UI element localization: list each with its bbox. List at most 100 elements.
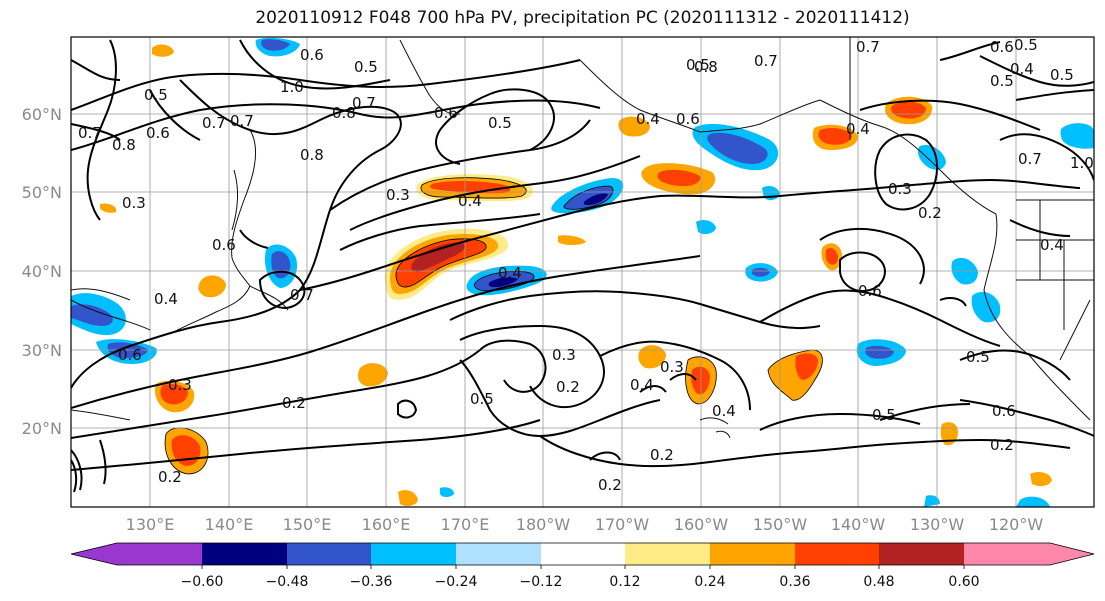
contour-label: 0.7 bbox=[290, 286, 314, 304]
contour-label: 0.2 bbox=[990, 436, 1014, 454]
colorbar-cell bbox=[117, 543, 202, 565]
contour-label: 0.3 bbox=[168, 376, 192, 394]
contour-label: 0.2 bbox=[556, 378, 580, 396]
lon-label: 120°W bbox=[989, 515, 1044, 534]
colorbar: −0.60 −0.48 −0.36 −0.24 −0.12 0.12 0.24 … bbox=[70, 542, 1095, 590]
colorbar-tick: −0.36 bbox=[350, 574, 393, 590]
precip-fills bbox=[71, 37, 1094, 507]
contour-label: 0.6 bbox=[992, 402, 1016, 420]
contour-label: 0.5 bbox=[354, 58, 378, 76]
contour-label: 0.5 bbox=[1050, 66, 1074, 84]
lon-label: 150°W bbox=[753, 515, 808, 534]
lon-label: 130°W bbox=[910, 515, 965, 534]
contour-label: 0.6 bbox=[146, 124, 170, 142]
lon-label: 170°E bbox=[441, 515, 490, 534]
contour-label: 0.6 bbox=[990, 38, 1014, 56]
contour-label: 0.7 bbox=[1018, 150, 1042, 168]
contour-label: 0.2 bbox=[650, 446, 674, 464]
colorbar-tick: 0.60 bbox=[948, 574, 979, 590]
lat-label: 20°N bbox=[22, 419, 62, 438]
map-content bbox=[71, 37, 1094, 507]
colorbar-tick: −0.24 bbox=[435, 574, 478, 590]
colorbar-left-arrow bbox=[71, 543, 117, 565]
contour-label: 0.4 bbox=[630, 376, 654, 394]
contour-label: 0.5 bbox=[470, 390, 494, 408]
contour-label: 0.3 bbox=[386, 186, 410, 204]
map-frame bbox=[70, 36, 1095, 508]
colorbar-cell bbox=[202, 543, 287, 565]
contour-label: 0.4 bbox=[846, 120, 870, 138]
contour-label: 0.6 bbox=[300, 46, 324, 64]
contour-label: 0.5 bbox=[686, 56, 710, 74]
colorbar-tick: −0.48 bbox=[266, 574, 309, 590]
contour-label: 0.3 bbox=[122, 194, 146, 212]
lat-label: 60°N bbox=[22, 105, 62, 124]
contour-label: 0.2 bbox=[282, 394, 306, 412]
contour-label: 0.4 bbox=[636, 110, 660, 128]
contour-label: 0.2 bbox=[598, 476, 622, 494]
lon-label: 140°W bbox=[831, 515, 886, 534]
contour-label: 0.5 bbox=[1014, 36, 1038, 54]
contour-label: 0.3 bbox=[660, 358, 684, 376]
contour-label: 0.8 bbox=[112, 136, 136, 154]
contour-label: 0.4 bbox=[154, 290, 178, 308]
contour-label: 0.4 bbox=[458, 192, 482, 210]
colorbar-tick: 0.36 bbox=[779, 574, 810, 590]
colorbar-cell bbox=[371, 543, 456, 565]
contour-label: 0.6 bbox=[858, 282, 882, 300]
contour-label: 0.7 bbox=[352, 94, 376, 112]
contour-label: 0.4 bbox=[1040, 236, 1064, 254]
precip-outlines bbox=[164, 177, 823, 475]
contour-label: 0.7 bbox=[754, 52, 778, 70]
colorbar-cell bbox=[710, 543, 795, 565]
colorbar-tick: 0.24 bbox=[694, 574, 725, 590]
contour-label: 0.5 bbox=[488, 114, 512, 132]
pv-contours bbox=[71, 39, 1094, 493]
contour-label: 0.6 bbox=[118, 346, 142, 364]
lon-label: 160°E bbox=[362, 515, 411, 534]
lat-label: 40°N bbox=[22, 262, 62, 281]
coastlines bbox=[71, 37, 1094, 439]
contour-label: 0.5 bbox=[990, 72, 1014, 90]
colorbar-tick: 0.48 bbox=[863, 574, 894, 590]
latitude-labels: 60°N 50°N 40°N 30°N 20°N bbox=[22, 105, 62, 438]
contour-label: 0.7 bbox=[856, 38, 880, 56]
contour-label: 0.5 bbox=[144, 86, 168, 104]
lon-label: 130°E bbox=[126, 515, 175, 534]
lat-label: 30°N bbox=[22, 341, 62, 360]
contour-label: 0.4 bbox=[498, 264, 522, 282]
contour-label: 0.7 bbox=[78, 124, 102, 142]
contour-label: 0.8 bbox=[300, 146, 324, 164]
contour-label: 0.5 bbox=[966, 348, 990, 366]
lon-label: 150°E bbox=[283, 515, 332, 534]
contour-label: 0.4 bbox=[1010, 60, 1034, 78]
lon-label: 140°E bbox=[205, 515, 254, 534]
lat-label: 50°N bbox=[22, 183, 62, 202]
colorbar-tick: 0.12 bbox=[609, 574, 640, 590]
contour-label: 0.7 bbox=[230, 112, 254, 130]
contour-label: 0.6 bbox=[212, 236, 236, 254]
contour-labels: 0.6 0.5 0.7 0.5 1.0 0.6 0.7 0.8 0.6 0.8 … bbox=[78, 36, 1094, 494]
contour-label: 0.3 bbox=[552, 346, 576, 364]
contour-label: 0.5 bbox=[872, 406, 896, 424]
colorbar-tick: −0.12 bbox=[520, 574, 563, 590]
map-title: 2020110912 F048 700 hPa PV, precipitatio… bbox=[255, 8, 910, 28]
contour-label: 0.8 bbox=[332, 104, 356, 122]
contour-label: 0.6 bbox=[676, 110, 700, 128]
lon-label: 160°W bbox=[674, 515, 729, 534]
colorbar-tick: −0.60 bbox=[181, 574, 224, 590]
colorbar-right-arrow bbox=[1050, 543, 1094, 565]
contour-label: 1.0 bbox=[280, 78, 304, 96]
longitude-labels: 130°E 140°E 150°E 160°E 170°E 180°W 170°… bbox=[126, 515, 1044, 534]
contour-label: 0.3 bbox=[888, 180, 912, 198]
colorbar-cell bbox=[879, 543, 964, 565]
colorbar-cell bbox=[541, 543, 625, 565]
contour-label: 0.2 bbox=[158, 468, 182, 486]
colorbar-cell bbox=[456, 543, 541, 565]
contour-label: 0.8 bbox=[694, 58, 718, 76]
contour-label: 1.0 bbox=[1070, 154, 1094, 172]
lon-label: 170°W bbox=[595, 515, 650, 534]
contour-label: 0.2 bbox=[918, 204, 942, 222]
contour-label: 0.4 bbox=[712, 402, 736, 420]
